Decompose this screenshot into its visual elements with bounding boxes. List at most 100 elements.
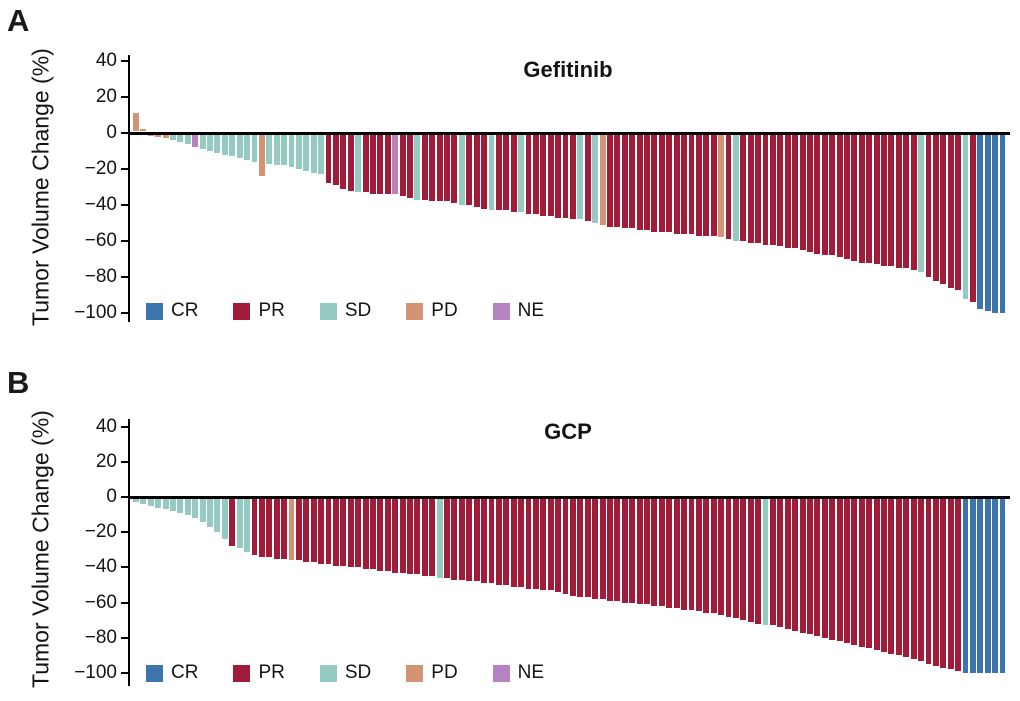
waterfall-bar-pr bbox=[940, 498, 947, 668]
waterfall-bar-sd bbox=[184, 498, 191, 515]
waterfall-bar-pr bbox=[725, 498, 732, 617]
waterfall-bar-pr bbox=[658, 134, 665, 232]
waterfall-bar-pr bbox=[451, 498, 458, 580]
waterfall-bar-sd bbox=[214, 134, 221, 153]
waterfall-bar-pr bbox=[414, 498, 421, 575]
waterfall-bar-pr bbox=[481, 134, 488, 209]
waterfall-bar-pd bbox=[147, 134, 154, 136]
waterfall-bar-sd bbox=[918, 134, 925, 272]
waterfall-bar-pr bbox=[273, 498, 280, 559]
waterfall-bar-pr bbox=[829, 498, 836, 640]
waterfall-bar-pr bbox=[873, 498, 880, 651]
legend-item-pr: PR bbox=[233, 300, 296, 322]
waterfall-bar-pr bbox=[947, 134, 954, 288]
waterfall-bar-cr bbox=[977, 498, 984, 673]
sd-color-swatch bbox=[319, 302, 337, 320]
waterfall-bar-sd bbox=[236, 498, 243, 549]
waterfall-bar-sd bbox=[266, 134, 273, 164]
waterfall-bar-pr bbox=[651, 498, 658, 607]
panel-a-letter: A bbox=[7, 3, 31, 38]
waterfall-bar-pr bbox=[821, 134, 828, 256]
waterfall-bar-pr bbox=[955, 134, 962, 290]
waterfall-bar-pr bbox=[377, 134, 384, 195]
legend-item-sd: SD bbox=[319, 662, 383, 684]
ne-color-swatch bbox=[492, 302, 510, 320]
waterfall-bar-pr bbox=[866, 498, 873, 649]
waterfall-bar-sd bbox=[229, 134, 236, 157]
waterfall-bar-pd bbox=[162, 134, 169, 139]
waterfall-bar-pr bbox=[325, 498, 332, 564]
waterfall-bar-sd bbox=[162, 498, 169, 510]
waterfall-bar-pr bbox=[814, 134, 821, 254]
waterfall-bar-pr bbox=[370, 498, 376, 570]
y-tick-label: 40 bbox=[95, 415, 117, 437]
waterfall-bar-pr bbox=[473, 498, 480, 582]
legend-label: PD bbox=[431, 662, 458, 683]
waterfall-bar-pr bbox=[844, 134, 850, 259]
y-tick-mark bbox=[121, 275, 130, 279]
waterfall-bar-pd bbox=[288, 498, 295, 561]
waterfall-bar-pr bbox=[429, 134, 436, 202]
waterfall-bar-pr bbox=[466, 134, 473, 205]
waterfall-bar-pr bbox=[310, 498, 317, 563]
waterfall-bar-sd bbox=[273, 134, 280, 166]
waterfall-bar-sd bbox=[207, 498, 213, 527]
waterfall-bar-pr bbox=[777, 134, 784, 247]
waterfall-bar-pr bbox=[584, 498, 591, 598]
waterfall-bar-pr bbox=[673, 498, 680, 608]
waterfall-bar-pr bbox=[955, 498, 962, 672]
legend-label: SD bbox=[344, 300, 372, 321]
waterfall-bar-pr bbox=[495, 498, 502, 585]
waterfall-bar-pr bbox=[547, 134, 554, 216]
waterfall-bar-sd bbox=[303, 134, 310, 171]
waterfall-bar-sd bbox=[295, 134, 302, 169]
waterfall-bar-pr bbox=[636, 134, 643, 231]
panel-a-y-axis-label: Tumor Volume Change (%) bbox=[27, 48, 54, 326]
waterfall-bar-pr bbox=[851, 498, 858, 645]
waterfall-bar-pr bbox=[599, 498, 606, 600]
waterfall-bar-pr bbox=[807, 134, 813, 252]
waterfall-bar-pr bbox=[777, 498, 784, 628]
waterfall-bar-pr bbox=[258, 498, 265, 557]
waterfall-bar-pr bbox=[651, 134, 658, 232]
y-tick-label: 0 bbox=[106, 122, 117, 143]
waterfall-bar-cr bbox=[962, 498, 969, 673]
waterfall-bar-sd bbox=[732, 134, 739, 241]
y-tick-mark bbox=[121, 566, 130, 569]
waterfall-bar-pr bbox=[532, 498, 539, 589]
waterfall-bar-pr bbox=[629, 498, 636, 603]
waterfall-bar-sd bbox=[251, 134, 258, 162]
waterfall-bar-pr bbox=[636, 498, 643, 605]
waterfall-bar-pr bbox=[910, 498, 917, 659]
waterfall-bar-pr bbox=[888, 134, 895, 267]
waterfall-bar-pr bbox=[607, 498, 613, 601]
waterfall-bar-pr bbox=[540, 498, 547, 591]
y-tick-label: −60 bbox=[84, 230, 117, 251]
waterfall-bar-sd bbox=[310, 134, 317, 173]
legend-item-ne: NE bbox=[492, 300, 556, 322]
waterfall-bar-cr bbox=[999, 498, 1006, 673]
waterfall-bar-pr bbox=[695, 134, 702, 236]
waterfall-bar-pr bbox=[895, 498, 902, 656]
waterfall-bar-pr bbox=[444, 498, 450, 578]
waterfall-bar-pr bbox=[740, 134, 747, 241]
waterfall-bar-pr bbox=[925, 134, 932, 277]
legend-label: NE bbox=[517, 300, 545, 321]
waterfall-bar-pr bbox=[969, 134, 976, 303]
panel-b-plot-area: 40 20 0 −20 −40 −60 −80 −100 bbox=[74, 416, 1010, 686]
waterfall-bar-sd bbox=[244, 134, 250, 160]
waterfall-bar-sd bbox=[518, 134, 525, 213]
waterfall-bar-pr bbox=[377, 498, 384, 571]
cr-color-swatch bbox=[146, 302, 163, 320]
legend-label: NE bbox=[517, 662, 545, 683]
waterfall-bar-pr bbox=[570, 134, 576, 220]
waterfall-bar-pr bbox=[681, 498, 687, 610]
y-tick-label: −40 bbox=[84, 194, 117, 215]
waterfall-bar-pr bbox=[399, 498, 406, 573]
y-tick-label: −20 bbox=[84, 158, 117, 179]
waterfall-bar-pr bbox=[932, 498, 939, 666]
y-tick-mark bbox=[121, 59, 130, 63]
y-tick-label: −100 bbox=[74, 302, 117, 323]
waterfall-bar-pr bbox=[444, 134, 450, 202]
waterfall-bar-sd bbox=[170, 498, 176, 512]
